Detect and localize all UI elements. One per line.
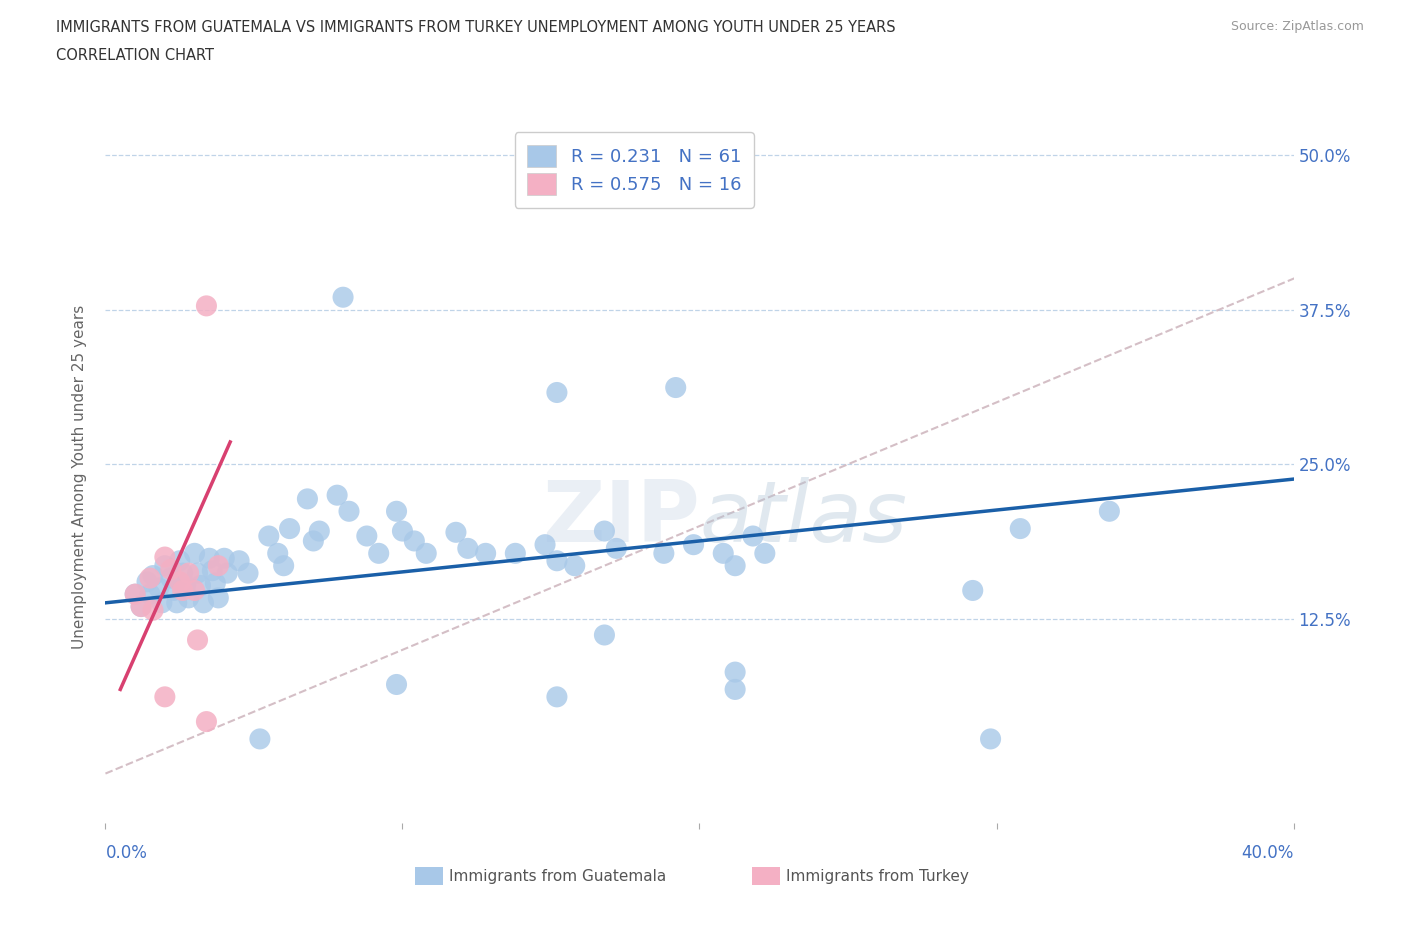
Point	[404, 534, 426, 549]
Point	[546, 553, 568, 568]
Point	[267, 546, 290, 561]
Point	[356, 528, 378, 543]
Point	[163, 583, 186, 598]
Point	[129, 599, 152, 614]
Point	[1098, 504, 1121, 519]
Point	[457, 541, 479, 556]
Point	[201, 564, 224, 578]
Point	[166, 595, 188, 610]
Point	[385, 504, 408, 519]
Point	[724, 558, 747, 573]
Point	[124, 587, 146, 602]
Point	[308, 524, 330, 538]
Point	[236, 565, 259, 580]
Point	[172, 583, 194, 598]
Point	[444, 525, 467, 539]
Text: atlas: atlas	[700, 477, 907, 560]
Text: IMMIGRANTS FROM GUATEMALA VS IMMIGRANTS FROM TURKEY UNEMPLOYMENT AMONG YOUTH UND: IMMIGRANTS FROM GUATEMALA VS IMMIGRANTS …	[56, 20, 896, 35]
Text: ZIP: ZIP	[541, 477, 700, 560]
Point	[159, 571, 181, 586]
Point	[652, 546, 675, 561]
Point	[153, 689, 176, 704]
Point	[159, 562, 181, 577]
Point	[129, 599, 152, 614]
Point	[169, 575, 191, 590]
Point	[217, 565, 239, 580]
Point	[142, 603, 165, 618]
Point	[139, 587, 162, 602]
Point	[183, 546, 205, 561]
Text: Immigrants from Turkey: Immigrants from Turkey	[786, 869, 969, 883]
Point	[367, 546, 389, 561]
Point	[153, 558, 176, 573]
Point	[198, 551, 221, 565]
Point	[724, 682, 747, 697]
Point	[183, 583, 205, 598]
Point	[124, 587, 146, 602]
Point	[195, 714, 218, 729]
Point	[204, 576, 226, 591]
Point	[962, 583, 984, 598]
Point	[534, 538, 557, 552]
Point	[415, 546, 437, 561]
Point	[724, 175, 747, 190]
Point	[546, 689, 568, 704]
Point	[214, 551, 236, 565]
Point	[593, 524, 616, 538]
Point	[326, 487, 349, 502]
Text: Source: ZipAtlas.com: Source: ZipAtlas.com	[1230, 20, 1364, 33]
Point	[297, 491, 319, 506]
Point	[153, 550, 176, 565]
Point	[207, 558, 229, 573]
Point	[742, 528, 765, 543]
Point	[682, 538, 704, 552]
Point	[177, 591, 200, 605]
Point	[228, 553, 250, 568]
Text: Immigrants from Guatemala: Immigrants from Guatemala	[449, 869, 666, 883]
Point	[665, 380, 688, 395]
Point	[142, 568, 165, 583]
Point	[186, 632, 208, 647]
Point	[186, 565, 208, 580]
Point	[278, 521, 301, 536]
Point	[172, 565, 194, 580]
Point	[1010, 521, 1032, 536]
Point	[257, 528, 280, 543]
Text: 40.0%: 40.0%	[1241, 844, 1294, 862]
Point	[136, 575, 159, 590]
Point	[169, 553, 191, 568]
Point	[190, 578, 212, 593]
Point	[724, 665, 747, 680]
Text: 0.0%: 0.0%	[105, 844, 148, 862]
Point	[193, 595, 215, 610]
Point	[711, 546, 734, 561]
Y-axis label: Unemployment Among Youth under 25 years: Unemployment Among Youth under 25 years	[72, 304, 87, 649]
Text: CORRELATION CHART: CORRELATION CHART	[56, 48, 214, 63]
Point	[207, 591, 229, 605]
Point	[546, 385, 568, 400]
Point	[177, 565, 200, 580]
Point	[332, 290, 354, 305]
Point	[337, 504, 360, 519]
Point	[139, 571, 162, 586]
Point	[980, 732, 1002, 747]
Point	[195, 299, 218, 313]
Point	[150, 595, 173, 610]
Point	[505, 546, 527, 561]
Point	[302, 534, 325, 549]
Point	[391, 524, 413, 538]
Legend: R = 0.231   N = 61, R = 0.575   N = 16: R = 0.231 N = 61, R = 0.575 N = 16	[515, 132, 754, 208]
Point	[564, 558, 586, 573]
Point	[474, 546, 496, 561]
Point	[249, 732, 271, 747]
Point	[148, 580, 170, 595]
Point	[174, 578, 197, 593]
Point	[754, 546, 776, 561]
Point	[605, 541, 627, 556]
Point	[273, 558, 295, 573]
Point	[593, 628, 616, 643]
Point	[385, 677, 408, 692]
